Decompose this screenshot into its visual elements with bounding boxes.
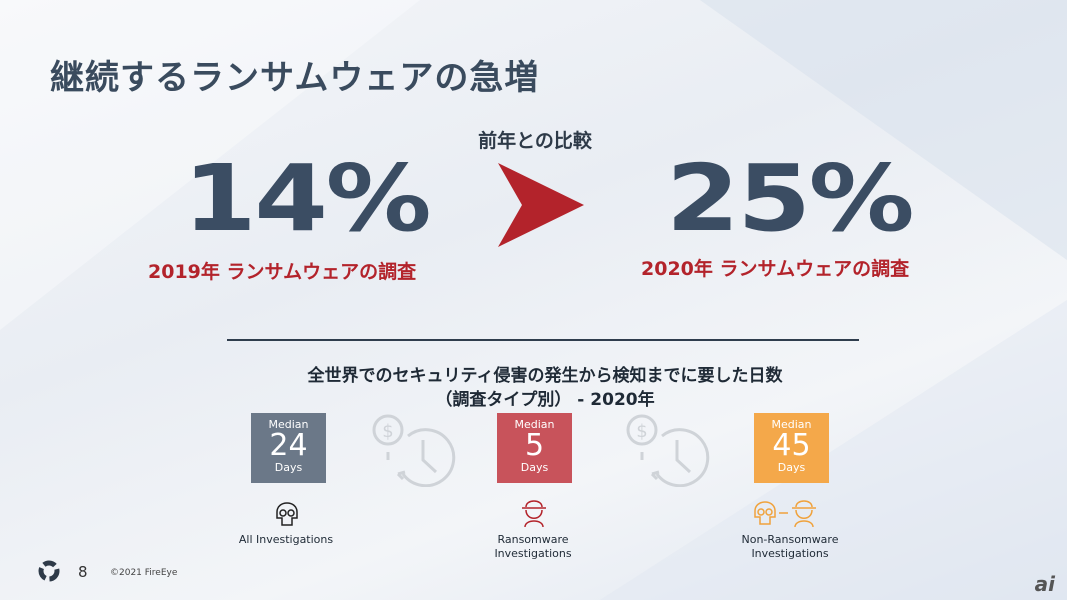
stat-2019-value: 14%: [183, 145, 432, 252]
median-label: Median: [771, 418, 812, 431]
page-number: 8: [78, 563, 88, 581]
median-unit: Days: [274, 461, 303, 474]
spy-icon: [522, 500, 546, 528]
stat-2020-label: 2020年 ランサムウェアの調査: [641, 258, 910, 280]
money-clock-icon: $: [626, 414, 710, 487]
median-box-non-ransomware: Median 45 Days: [754, 413, 829, 483]
copyright: ©2021 FireEye: [110, 568, 178, 578]
stat-2020-value: 25%: [666, 145, 915, 252]
comparison-label: 前年との比較: [478, 130, 592, 152]
median-unit: Days: [777, 461, 806, 474]
median-value: 45: [772, 428, 811, 463]
caption-all: All Investigations: [238, 533, 334, 546]
median-box-ransomware: Median 5 Days: [497, 413, 572, 483]
fireeye-logo-icon: [38, 560, 60, 582]
skull-icon: [276, 502, 298, 526]
median-value: 5: [524, 428, 545, 463]
caption-ransomware: Ransomware Investigations: [494, 533, 572, 560]
svg-text:$: $: [636, 421, 647, 442]
arrow-right-icon: [498, 163, 584, 247]
subtitle-line1: 全世界でのセキュリティ侵害の発生から検知までに要した日数: [307, 366, 783, 386]
median-value: 24: [269, 428, 308, 463]
divider: [227, 339, 859, 341]
skull-spy-icon: [754, 500, 816, 528]
watermark-logo: ai: [1034, 572, 1055, 596]
stat-2019-label: 2019年 ランサムウェアの調査: [148, 261, 417, 283]
median-box-all: Median 24 Days: [251, 413, 326, 483]
median-unit: Days: [520, 461, 549, 474]
money-clock-icon: $: [372, 414, 456, 487]
svg-text:$: $: [382, 421, 393, 442]
page-title: 継続するランサムウェアの急増: [50, 58, 540, 98]
caption-non-ransomware: Non-Ransomware Investigations: [741, 533, 839, 560]
subtitle-line2: （調査タイプ別） - 2020年: [435, 390, 655, 410]
median-label: Median: [514, 418, 555, 431]
median-label: Median: [268, 418, 309, 431]
